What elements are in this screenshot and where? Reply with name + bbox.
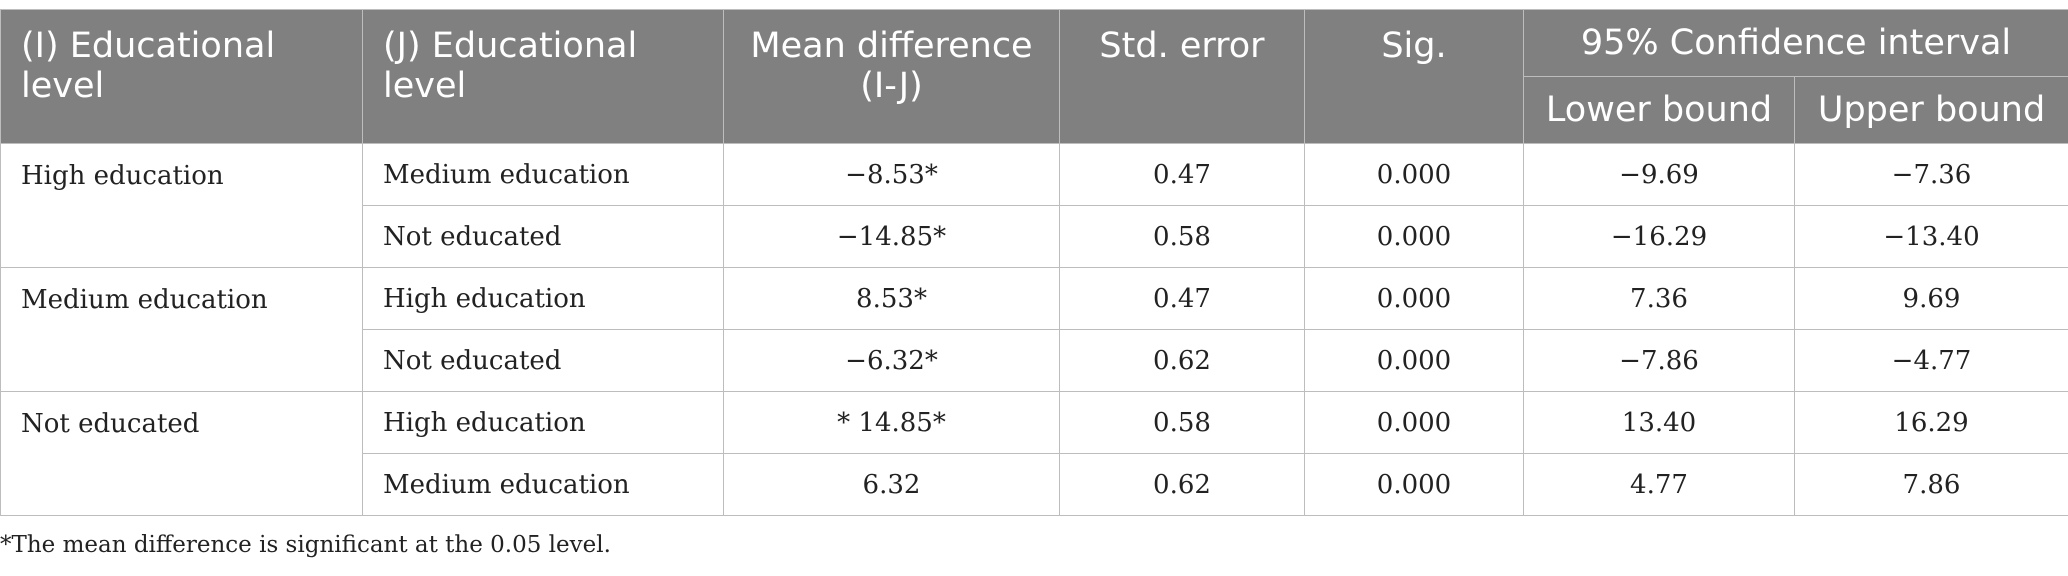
table-body: High education Medium education −8.53* 0… [0,143,2068,516]
sig-cell: 0.000 [1304,205,1524,268]
table-row: Medium education 6.32 0.62 0.000 4.77 7.… [1,453,2068,516]
sig-cell: 0.000 [1304,143,1524,206]
header-i-level: (I) Educational level [0,9,363,144]
header-upper-bound: Upper bound [1794,76,2068,144]
header-row-2: Lower bound Upper bound [1,76,2068,144]
lower-bound-cell: −7.86 [1523,329,1795,392]
table-row: Not educated −14.85* 0.58 0.000 −16.29 −… [1,205,2068,268]
upper-bound-cell: 7.86 [1794,453,2068,516]
table-header: (I) Educational level (J) Educational le… [0,9,2068,144]
header-lower-bound: Lower bound [1523,76,1795,144]
sig-cell: 0.000 [1304,391,1524,454]
comparison-table-container: (I) Educational level (J) Educational le… [0,9,2068,516]
group-label: Not educated [0,391,363,516]
upper-bound-cell: 9.69 [1794,267,2068,330]
mean-diff-cell: 6.32 [723,453,1060,516]
std-error-cell: 0.47 [1059,267,1305,330]
j-level-cell: High education [362,267,724,330]
lower-bound-cell: −16.29 [1523,205,1795,268]
std-error-cell: 0.47 [1059,143,1305,206]
std-error-cell: 0.62 [1059,453,1305,516]
header-j-level: (J) Educational level [362,9,724,144]
lower-bound-cell: 13.40 [1523,391,1795,454]
header-std-error: Std. error [1059,9,1305,144]
lower-bound-cell: −9.69 [1523,143,1795,206]
mean-diff-cell: −8.53* [723,143,1060,206]
mean-diff-cell: 8.53* [723,267,1060,330]
j-level-cell: High education [362,391,724,454]
sig-cell: 0.000 [1304,453,1524,516]
lower-bound-cell: 7.36 [1523,267,1795,330]
std-error-cell: 0.58 [1059,205,1305,268]
header-confidence-interval: 95% Confidence interval [1523,9,2068,77]
mean-diff-cell: −6.32* [723,329,1060,392]
std-error-cell: 0.58 [1059,391,1305,454]
table-row: Medium education High education 8.53* 0.… [0,267,2068,392]
group-label: High education [0,143,363,268]
j-level-cell: Medium education [362,453,724,516]
comparison-table: (I) Educational level (J) Educational le… [0,9,2068,516]
header-sig: Sig. [1304,9,1524,144]
sig-cell: 0.000 [1304,267,1524,330]
table-row: High education Medium education −8.53* 0… [0,143,2068,268]
j-level-cell: Not educated [362,205,724,268]
std-error-cell: 0.62 [1059,329,1305,392]
table-footnote: *The mean difference is significant at t… [0,532,611,558]
table-row: Not educated High education * 14.85* 0.5… [0,391,2068,516]
j-level-cell: Not educated [362,329,724,392]
upper-bound-cell: −7.36 [1794,143,2068,206]
upper-bound-cell: −4.77 [1794,329,2068,392]
j-level-cell: Medium education [362,143,724,206]
upper-bound-cell: 16.29 [1794,391,2068,454]
header-mean-difference: Mean difference (I-J) [723,9,1060,144]
upper-bound-cell: −13.40 [1794,205,2068,268]
header-row-1: (I) Educational level (J) Educational le… [0,9,2068,144]
mean-diff-cell: * 14.85* [723,391,1060,454]
group-label: Medium education [0,267,363,392]
sig-cell: 0.000 [1304,329,1524,392]
mean-diff-cell: −14.85* [723,205,1060,268]
lower-bound-cell: 4.77 [1523,453,1795,516]
